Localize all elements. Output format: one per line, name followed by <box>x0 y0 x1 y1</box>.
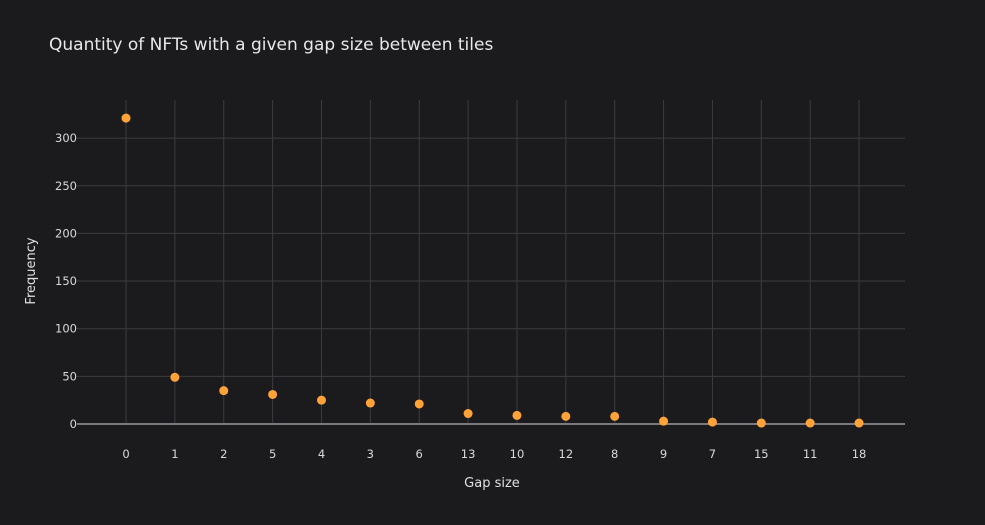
data-point[interactable] <box>219 386 229 396</box>
data-point[interactable] <box>170 372 180 382</box>
gridlines <box>77 100 905 425</box>
x-tick-label: 9 <box>660 447 667 461</box>
data-point[interactable] <box>463 409 473 419</box>
chart-title: Quantity of NFTs with a given gap size b… <box>49 35 493 55</box>
y-axis-ticks: 0 50 100 150 200 250 300 <box>55 131 77 431</box>
x-tick-label: 10 <box>510 447 525 461</box>
x-tick-label: 0 <box>122 447 129 461</box>
data-point[interactable] <box>316 395 326 405</box>
x-tick-label: 18 <box>852 447 867 461</box>
y-tick-label: 200 <box>55 226 77 240</box>
y-tick-label: 100 <box>55 322 77 336</box>
x-tick-label: 11 <box>803 447 818 461</box>
data-point[interactable] <box>414 399 424 409</box>
data-point[interactable] <box>365 398 375 408</box>
x-tick-label: 4 <box>318 447 325 461</box>
y-tick-label: 150 <box>55 274 77 288</box>
data-point[interactable] <box>561 411 571 421</box>
y-tick-label: 250 <box>55 179 77 193</box>
y-tick-label: 300 <box>55 131 77 145</box>
x-tick-label: 15 <box>754 447 769 461</box>
data-point[interactable] <box>707 417 717 427</box>
x-tick-label: 3 <box>367 447 374 461</box>
x-tick-label: 2 <box>220 447 227 461</box>
x-tick-label: 13 <box>461 447 476 461</box>
data-point[interactable] <box>756 418 766 428</box>
y-axis-title: Frequency <box>24 237 39 304</box>
x-tick-label: 7 <box>709 447 716 461</box>
x-axis-ticks: 0 1 2 5 4 3 6 13 10 12 8 9 7 15 11 18 <box>122 447 866 461</box>
data-point[interactable] <box>854 418 864 428</box>
y-tick-label: 50 <box>62 369 77 383</box>
data-point[interactable] <box>121 113 131 123</box>
x-tick-label: 8 <box>611 447 618 461</box>
data-point[interactable] <box>805 418 815 428</box>
x-tick-label: 6 <box>416 447 423 461</box>
x-tick-label: 1 <box>171 447 178 461</box>
data-point[interactable] <box>512 410 522 420</box>
x-tick-label: 12 <box>559 447 574 461</box>
x-axis-title: Gap size <box>464 476 520 491</box>
data-point[interactable] <box>610 411 620 421</box>
data-points <box>121 113 864 428</box>
data-point[interactable] <box>268 389 278 399</box>
y-tick-label: 0 <box>70 417 77 431</box>
x-tick-label: 5 <box>269 447 276 461</box>
data-point[interactable] <box>659 416 669 426</box>
